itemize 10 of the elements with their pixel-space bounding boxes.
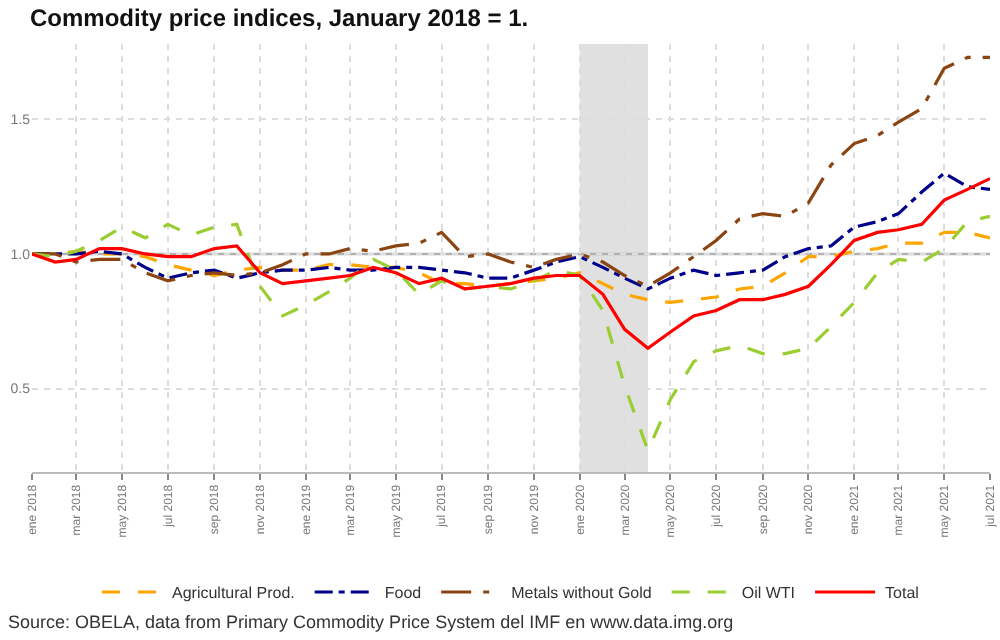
- legend-label: Food: [384, 584, 422, 603]
- source-note: Source: OBELA, data from Primary Commodity Price System del IMF en www.data.img.org: [8, 612, 734, 632]
- chart-title: Commodity price indices, January 2018 = 1.: [30, 4, 529, 33]
- legend-label: Metals without Gold: [511, 584, 652, 603]
- legend-label: Oil WTI: [741, 584, 796, 603]
- legend-label: Total: [885, 584, 920, 603]
- line-series: [32, 55, 990, 288]
- line-series: [32, 177, 990, 350]
- line-series: [32, 214, 990, 453]
- legend-label: Agricultural Prod.: [172, 584, 295, 603]
